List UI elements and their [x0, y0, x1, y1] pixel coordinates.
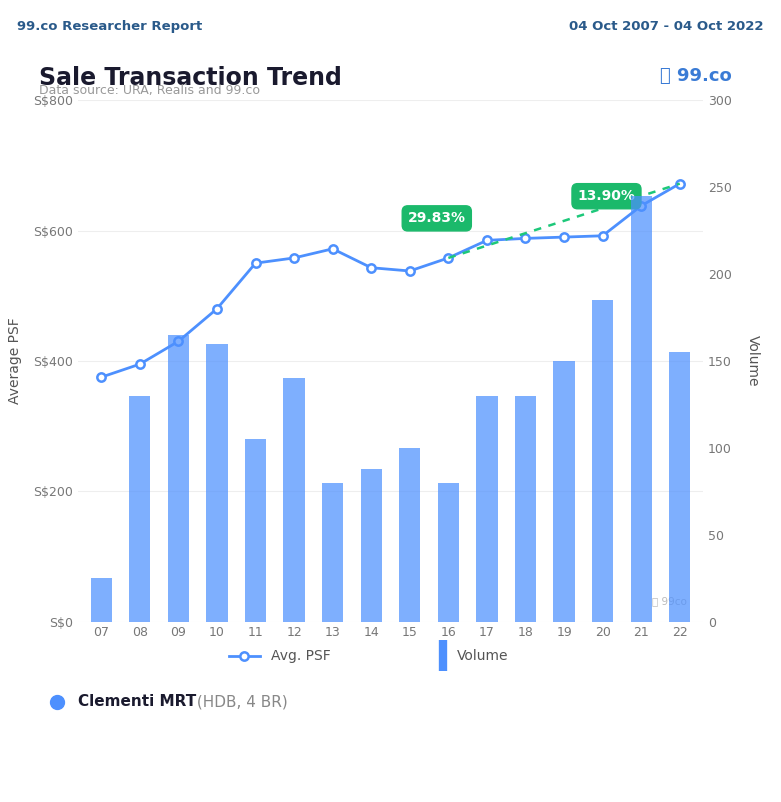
Bar — [206, 343, 227, 622]
Text: 29.83%: 29.83% — [408, 212, 465, 225]
Y-axis label: Average PSF: Average PSF — [8, 318, 22, 404]
Text: Avg. PSF: Avg. PSF — [271, 649, 331, 662]
Bar — [91, 578, 112, 622]
Bar — [284, 379, 305, 622]
Text: 99.co Researcher Report: 99.co Researcher Report — [17, 19, 202, 33]
Y-axis label: Volume: Volume — [746, 335, 760, 387]
Bar — [476, 395, 497, 622]
Bar — [437, 483, 459, 622]
Bar — [168, 335, 189, 622]
Bar — [630, 196, 652, 622]
Bar — [515, 395, 536, 622]
Text: (HDB, 4 BR): (HDB, 4 BR) — [191, 695, 287, 709]
Text: Sale Transaction Trend: Sale Transaction Trend — [39, 66, 342, 90]
Bar — [399, 448, 420, 622]
Text: 13.90%: 13.90% — [577, 189, 636, 203]
Text: Clementi MRT: Clementi MRT — [78, 695, 196, 709]
Bar — [554, 361, 575, 622]
Text: Volume: Volume — [458, 649, 508, 662]
Text: 04 Oct 2007 - 04 Oct 2022: 04 Oct 2007 - 04 Oct 2022 — [569, 19, 764, 33]
Text: ⦿ 99co: ⦿ 99co — [652, 596, 687, 606]
Bar — [669, 352, 690, 622]
Bar — [592, 300, 613, 622]
Bar — [129, 395, 151, 622]
Bar — [322, 483, 344, 622]
Text: Data source: URA, Realis and 99.co: Data source: URA, Realis and 99.co — [39, 84, 260, 97]
Bar — [245, 439, 266, 622]
Bar — [361, 468, 382, 622]
Text: ⦿ 99.co: ⦿ 99.co — [660, 67, 732, 85]
